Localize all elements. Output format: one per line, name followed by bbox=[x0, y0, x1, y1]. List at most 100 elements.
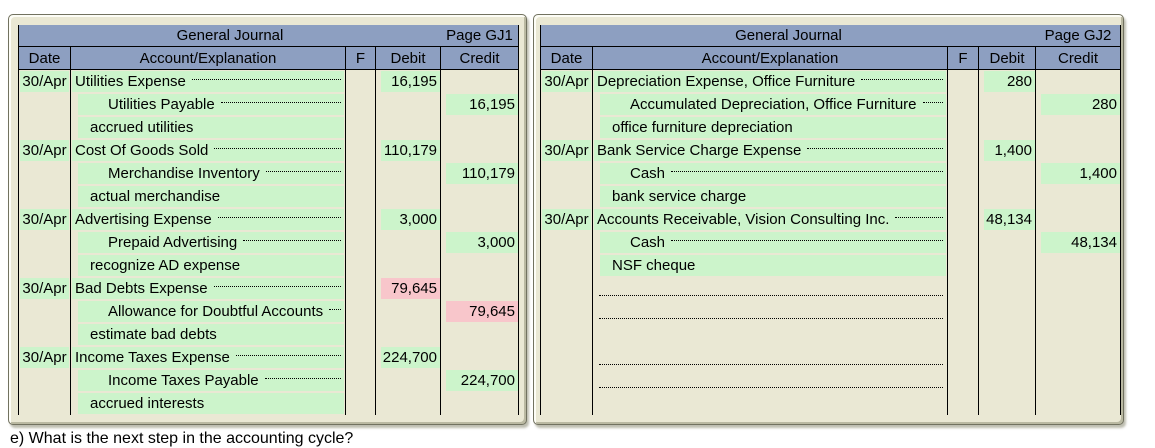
credit-amount[interactable]: 1,400 bbox=[1041, 163, 1120, 184]
account-entry[interactable]: Allowance for Doubtful Accounts bbox=[78, 301, 344, 322]
debit-amount[interactable]: 79,645 bbox=[381, 278, 440, 299]
date-cell: 30/Apr bbox=[541, 70, 593, 93]
account-entry[interactable]: Merchandise Inventory bbox=[78, 163, 344, 184]
debit-cell bbox=[979, 93, 1036, 116]
account-name: Merchandise Inventory bbox=[108, 164, 260, 182]
folio-cell bbox=[948, 323, 979, 346]
folio-cell bbox=[948, 139, 979, 162]
credit-cell bbox=[1036, 392, 1121, 415]
account-entry[interactable]: Advertising Expense bbox=[72, 209, 344, 230]
account-name: Depreciation Expense, Office Furniture bbox=[597, 72, 856, 90]
write-in-dotted-line bbox=[895, 217, 943, 218]
debit-amount[interactable]: 110,179 bbox=[381, 140, 440, 161]
account-entry[interactable]: Depreciation Expense, Office Furniture bbox=[594, 71, 946, 92]
account-entry[interactable]: Bad Debts Expense bbox=[72, 278, 344, 299]
account-name: Cash bbox=[630, 164, 666, 182]
empty-write-in-line[interactable] bbox=[599, 364, 943, 365]
debit-value: 79,645 bbox=[391, 279, 437, 297]
folio-cell bbox=[346, 93, 376, 116]
folio-cell bbox=[948, 162, 979, 185]
debit-cell bbox=[979, 277, 1036, 300]
date-cell bbox=[19, 323, 71, 346]
debit-amount[interactable]: 48,134 bbox=[984, 209, 1035, 230]
account-name: Bank Service Charge Expense bbox=[597, 141, 802, 159]
date-entry[interactable]: 30/Apr bbox=[542, 71, 591, 92]
date-cell bbox=[19, 300, 71, 323]
credit-amount[interactable]: 224,700 bbox=[446, 370, 518, 391]
account-cell: Cash bbox=[593, 231, 948, 254]
write-in-dotted-line bbox=[235, 355, 341, 356]
credit-amount[interactable]: 280 bbox=[1041, 94, 1120, 115]
account-cell: accrued interests bbox=[71, 392, 346, 415]
credit-cell bbox=[1036, 346, 1121, 369]
explanation-entry[interactable]: bank service charge bbox=[600, 186, 946, 207]
explanation-entry[interactable]: accrued interests bbox=[78, 393, 344, 414]
date-entry[interactable]: 30/Apr bbox=[20, 71, 69, 92]
date-cell bbox=[541, 300, 593, 323]
date-entry[interactable]: 30/Apr bbox=[542, 140, 591, 161]
explanation-entry[interactable]: accrued utilities bbox=[78, 117, 344, 138]
credit-cell bbox=[441, 208, 519, 231]
credit-cell: 48,134 bbox=[1036, 231, 1121, 254]
date-cell bbox=[19, 369, 71, 392]
account-entry[interactable]: Utilities Payable bbox=[78, 94, 344, 115]
date-entry[interactable]: 30/Apr bbox=[20, 209, 69, 230]
write-in-dotted-line bbox=[807, 148, 943, 149]
credit-cell bbox=[1036, 277, 1121, 300]
debit-amount[interactable]: 224,700 bbox=[381, 347, 440, 368]
account-entry[interactable]: Income Taxes Expense bbox=[72, 347, 344, 368]
debit-amount[interactable]: 3,000 bbox=[381, 209, 440, 230]
credit-amount[interactable]: 16,195 bbox=[446, 94, 518, 115]
account-entry[interactable]: Cost Of Goods Sold bbox=[72, 140, 344, 161]
account-entry[interactable]: Prepaid Advertising bbox=[78, 232, 344, 253]
credit-amount[interactable]: 79,645 bbox=[446, 301, 518, 322]
explanation-entry[interactable]: estimate bad debts bbox=[78, 324, 344, 345]
debit-cell bbox=[979, 323, 1036, 346]
empty-write-in-line[interactable] bbox=[599, 318, 943, 319]
account-name: Bad Debts Expense bbox=[75, 279, 208, 297]
explanation-entry[interactable]: actual merchandise bbox=[78, 186, 344, 207]
date-entry[interactable]: 30/Apr bbox=[20, 278, 69, 299]
account-entry[interactable]: Accounts Receivable, Vision Consulting I… bbox=[594, 209, 946, 230]
debit-amount[interactable]: 1,400 bbox=[984, 140, 1035, 161]
account-entry[interactable]: Cash bbox=[600, 163, 946, 184]
account-cell bbox=[593, 323, 948, 346]
explanation-entry[interactable]: NSF cheque bbox=[600, 255, 946, 276]
folio-cell bbox=[346, 231, 376, 254]
account-entry[interactable]: Utilities Expense bbox=[72, 71, 344, 92]
debit-cell: 224,700 bbox=[376, 346, 441, 369]
empty-write-in-line[interactable] bbox=[599, 295, 943, 296]
account-entry[interactable]: Accumulated Depreciation, Office Furnitu… bbox=[600, 94, 946, 115]
credit-amount[interactable]: 48,134 bbox=[1041, 232, 1120, 253]
account-entry[interactable]: Cash bbox=[600, 232, 946, 253]
write-in-dotted-line bbox=[220, 102, 341, 103]
folio-cell bbox=[346, 277, 376, 300]
debit-value: 110,179 bbox=[383, 141, 437, 159]
date-entry[interactable]: 30/Apr bbox=[542, 209, 591, 230]
general-journal-table-gj1: General Journal Page GJ1 Date Account/Expla… bbox=[18, 25, 519, 415]
date-value: 30/Apr bbox=[22, 279, 67, 297]
folio-cell bbox=[948, 254, 979, 277]
write-in-dotted-line bbox=[217, 217, 341, 218]
account-cell: NSF cheque bbox=[593, 254, 948, 277]
explanation-entry[interactable]: office furniture depreciation bbox=[600, 117, 946, 138]
credit-cell bbox=[441, 185, 519, 208]
credit-amount[interactable]: 3,000 bbox=[446, 232, 518, 253]
date-cell bbox=[19, 116, 71, 139]
date-value: 30/Apr bbox=[22, 72, 67, 90]
date-entry[interactable]: 30/Apr bbox=[20, 140, 69, 161]
account-name: Accumulated Depreciation, Office Furnitu… bbox=[630, 95, 917, 113]
debit-amount[interactable]: 280 bbox=[984, 71, 1035, 92]
credit-amount[interactable]: 110,179 bbox=[446, 163, 518, 184]
explanation-entry[interactable]: recognize AD expense bbox=[78, 255, 344, 276]
debit-cell bbox=[979, 231, 1036, 254]
account-entry[interactable]: Bank Service Charge Expense bbox=[594, 140, 946, 161]
folio-cell bbox=[346, 300, 376, 323]
credit-cell bbox=[1036, 116, 1121, 139]
account-entry[interactable]: Income Taxes Payable bbox=[78, 370, 344, 391]
credit-cell bbox=[1036, 208, 1121, 231]
date-entry[interactable]: 30/Apr bbox=[20, 347, 69, 368]
empty-write-in-line[interactable] bbox=[599, 387, 943, 388]
debit-amount[interactable]: 16,195 bbox=[381, 71, 440, 92]
account-cell: office furniture depreciation bbox=[593, 116, 948, 139]
